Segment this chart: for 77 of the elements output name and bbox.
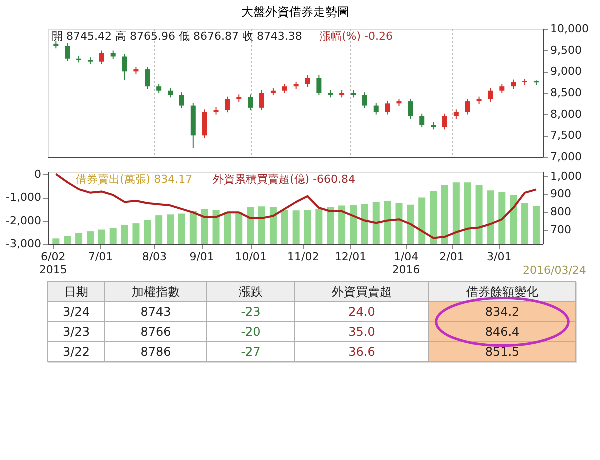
candlestick: [511, 79, 516, 90]
chart-title: 大盤外資借券走勢圖: [242, 5, 350, 19]
x-tick-label: 2/01: [440, 250, 464, 264]
x-tick-label: 1/04 2016: [392, 250, 420, 276]
candlestick: [488, 88, 494, 102]
y-tick-label: -2,000: [6, 214, 42, 228]
annotation: 借券賣出(萬張) 834.17: [76, 173, 193, 186]
candlestick: [500, 84, 505, 94]
x-tick-label: 12/01: [334, 250, 367, 264]
y-tick-label: 9,000: [550, 65, 582, 78]
candlestick: [420, 113, 425, 128]
text: -23: [241, 305, 261, 319]
y2-tick-label: 900: [550, 188, 572, 201]
candlestick: [316, 75, 322, 96]
x-tick-label: 8/03: [142, 250, 168, 264]
text: 8766: [140, 325, 172, 339]
candlestick: [305, 75, 310, 88]
candlestick: [282, 84, 288, 94]
candlestick: [454, 109, 459, 120]
text: -27: [241, 345, 261, 359]
text: 834.2: [485, 305, 520, 319]
text: 3/23: [63, 325, 90, 339]
y2-tick-label: 1,000: [550, 170, 582, 183]
text: -20: [241, 325, 261, 339]
text: 3/22: [63, 345, 90, 359]
annotation: 漲幅(%) -0.26: [320, 30, 393, 43]
candlestick: [260, 90, 265, 111]
x-tick-label: 11/02: [288, 250, 320, 264]
y-tick-label: 0: [34, 168, 42, 181]
x-tick-label: 3/01: [487, 250, 512, 264]
candlestick: [99, 50, 104, 65]
y2-tick-label: 800: [550, 206, 572, 218]
y-tick-label: 7,500: [550, 129, 582, 142]
text: 漲跌: [239, 285, 263, 299]
candlestick: [179, 92, 184, 109]
text: 3/24: [63, 305, 90, 319]
candlestick: [362, 92, 368, 109]
text: 24.0: [348, 305, 376, 319]
candlestick: [168, 88, 174, 98]
candlestick: [65, 43, 70, 62]
text: 8786: [140, 345, 172, 359]
text: 851.5: [485, 345, 520, 359]
line-series: [55, 173, 538, 240]
text: 8743: [140, 305, 172, 319]
candlestick: [145, 66, 150, 90]
candlestick: [156, 84, 162, 94]
text: 35.0: [348, 325, 376, 339]
y-tick-label: -1,000: [6, 191, 42, 204]
text: 借券餘額變化: [466, 285, 538, 299]
text: 846.4: [485, 325, 520, 339]
candlestick: [408, 98, 414, 120]
y-tick-label: 8,000: [550, 108, 582, 121]
candlestick: [374, 102, 379, 116]
y-tick-label: 9,500: [550, 44, 582, 57]
y-tick-label: 8,500: [550, 86, 582, 100]
candlestick: [202, 109, 208, 139]
annotation: 開 8745.42 高 8765.96 低 8676.87 收 8743.38: [52, 30, 302, 43]
x-tick-label: 9/01: [190, 250, 214, 264]
candlestick: [385, 100, 390, 116]
text: 日期: [64, 285, 88, 299]
candlestick: [442, 113, 448, 130]
text: 外資買賣超: [332, 285, 392, 299]
y-tick-label: 7,000: [550, 150, 582, 164]
text: 2016/03/24: [523, 264, 586, 277]
y-tick-label: 10,000: [550, 22, 589, 36]
annotation: 外資累積買賣超(億) -660.84: [213, 173, 356, 186]
x-tick-label: 6/02 2015: [39, 250, 68, 276]
candlestick: [122, 54, 128, 81]
text: 36.6: [348, 345, 376, 359]
candlestick: [248, 94, 254, 111]
y-tick-label: -3,000: [6, 238, 42, 250]
x-tick-label: 10/01: [235, 250, 267, 264]
candlestick: [465, 98, 470, 116]
candlestick: [225, 96, 230, 114]
text: 加權指數: [132, 285, 180, 299]
x-tick-label: 7/01: [88, 250, 114, 264]
y2-tick-label: 700: [550, 223, 572, 236]
